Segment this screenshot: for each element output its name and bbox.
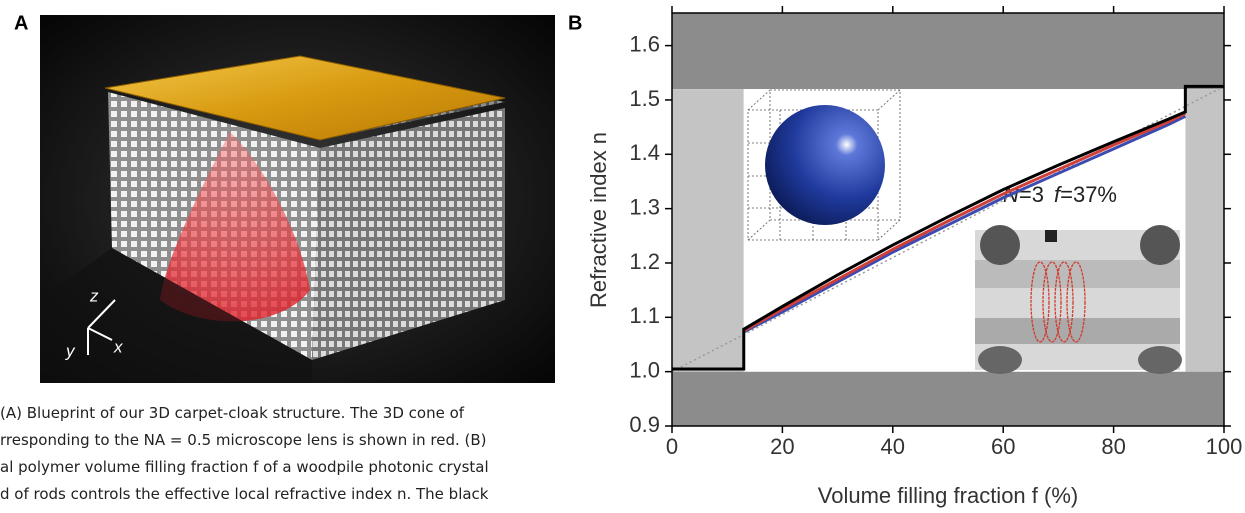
y-axis-title: Refractive index n xyxy=(586,132,611,308)
x-tick-label: 60 xyxy=(991,434,1015,459)
x-axis-title: Volume filling fraction f (%) xyxy=(818,483,1078,508)
y-tick-label: 1.1 xyxy=(629,303,660,328)
y-tick-label: 1.5 xyxy=(629,86,660,111)
x-tick-label: 0 xyxy=(666,434,678,459)
shaded-region xyxy=(1185,89,1224,372)
x-tick-label: 100 xyxy=(1206,434,1243,459)
shaded-region xyxy=(672,13,1224,89)
axis-label: z xyxy=(89,286,99,305)
x-tick-label: 20 xyxy=(770,434,794,459)
y-tick-label: 1.2 xyxy=(629,249,660,274)
panel-label: B xyxy=(568,12,582,34)
x-tick-label: 80 xyxy=(1101,434,1125,459)
caption-line: d of rods controls the effective local r… xyxy=(0,485,489,503)
shaded-region xyxy=(672,372,1224,426)
caption-line: rresponding to the NA = 0.5 microscope l… xyxy=(0,431,487,449)
axis-label: x xyxy=(113,337,123,356)
annotation-part: =37% xyxy=(1060,182,1117,207)
y-tick-label: 1.0 xyxy=(629,357,660,382)
y-tick-label: 0.9 xyxy=(629,412,660,437)
y-tick-label: 1.6 xyxy=(629,31,660,56)
y-tick-label: 1.3 xyxy=(629,194,660,219)
caption-line: (A) Blueprint of our 3D carpet-cloak str… xyxy=(0,404,465,422)
panel-label: A xyxy=(14,12,28,34)
panel-a-render xyxy=(40,15,555,383)
caption-line: al polymer volume filling fraction f of … xyxy=(0,458,489,476)
x-tick-label: 40 xyxy=(881,434,905,459)
y-tick-label: 1.4 xyxy=(629,140,660,165)
figure: A z y x (A) Blueprint of our 3D carpet-c… xyxy=(0,0,1245,513)
shaded-region xyxy=(672,89,744,372)
axis-label: y xyxy=(65,341,76,360)
